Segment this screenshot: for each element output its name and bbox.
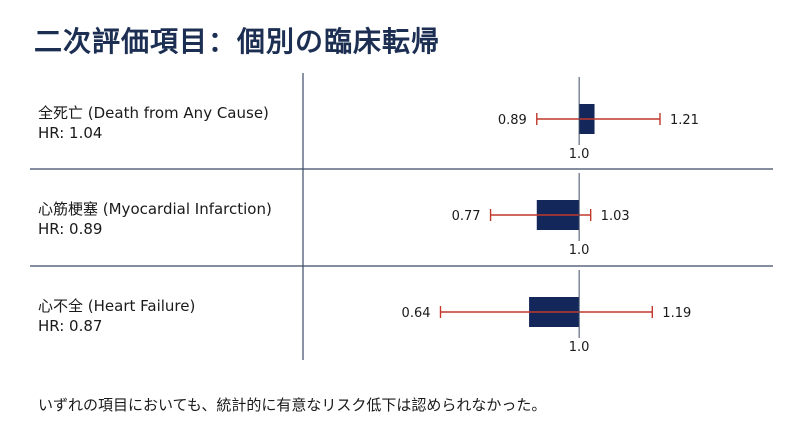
reference-label: 1.0 bbox=[569, 147, 590, 162]
reference-label: 1.0 bbox=[569, 340, 590, 355]
outcome-name: 心不全 (Heart Failure) bbox=[38, 297, 196, 315]
hazard-ratio-label: HR: 0.89 bbox=[38, 220, 103, 238]
ci-low-label: 0.89 bbox=[498, 113, 527, 128]
outcome-name: 全死亡 (Death from Any Cause) bbox=[38, 104, 269, 122]
page-title: 二次評価項目：個別の臨床転帰 bbox=[34, 25, 441, 58]
reference-label: 1.0 bbox=[569, 243, 590, 258]
hazard-ratio-label: HR: 0.87 bbox=[38, 317, 103, 335]
ci-high-label: 1.03 bbox=[601, 209, 630, 224]
ci-high-label: 1.21 bbox=[670, 113, 699, 128]
hazard-ratio-label: HR: 1.04 bbox=[38, 124, 103, 142]
plot-rows: 0.89 1.21 1.0 0.77 1.03 1.0 0.64 1.19 1.0 bbox=[402, 77, 699, 355]
ci-low-label: 0.64 bbox=[402, 306, 431, 321]
ci-high-label: 1.19 bbox=[662, 306, 691, 321]
forest-row: 0.77 1.03 1.0 bbox=[452, 173, 630, 258]
forest-row: 0.64 1.19 1.0 bbox=[402, 270, 691, 355]
footnote: いずれの項目においても、統計的に有意なリスク低下は認められなかった。 bbox=[38, 396, 547, 414]
forest-row: 0.89 1.21 1.0 bbox=[498, 77, 699, 162]
outcome-name: 心筋梗塞 (Myocardial Infarction) bbox=[38, 200, 272, 218]
ci-low-label: 0.77 bbox=[452, 209, 481, 224]
plot-grid bbox=[30, 73, 773, 360]
